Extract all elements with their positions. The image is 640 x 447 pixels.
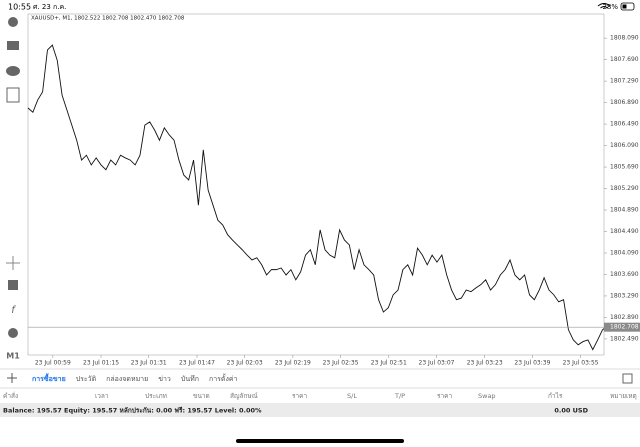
add-button[interactable] <box>7 373 17 383</box>
current-price-box <box>604 322 640 332</box>
y-tick-label: 1805.690 <box>610 164 639 171</box>
chart: 1808.090 1807.690 1807.290 1806.890 1806.490… <box>27 35 640 367</box>
tabs: การซื้อขาย ประวัติ กล่องจดหมาย ข่าว บันทึก กา… <box>32 372 238 383</box>
column-header: กำไร <box>548 392 563 400</box>
y-tick-label: 1806.490 <box>610 121 639 128</box>
x-tick-label: 23 Jul 02:51 <box>371 360 407 367</box>
indicator-icon[interactable] <box>8 280 18 290</box>
home-indicator <box>236 439 404 443</box>
new-chart-icon[interactable] <box>6 87 20 103</box>
x-tick-label: 23 Jul 02:03 <box>227 360 263 367</box>
column-header: ราคา <box>292 392 307 400</box>
y-tick-label: 1808.090 <box>610 35 639 42</box>
y-tick-label: 1803.290 <box>610 292 639 299</box>
column-header: หมายเหตุ <box>610 392 637 400</box>
battery-level <box>622 4 627 9</box>
crosshair-icon[interactable] <box>6 256 20 270</box>
table-header: คำสั่ง เวลา ประเภท ขนาด สัญลักษณ์ ราคา S/L T/P ร… <box>3 391 637 400</box>
x-tick-label: 23 Jul 03:39 <box>514 360 550 367</box>
x-tick-label: 23 Jul 01:31 <box>131 360 167 367</box>
current-price-label: 1802.708 <box>610 324 639 331</box>
tab[interactable]: การตั้งค่า <box>209 372 238 383</box>
y-tick-label: 1805.290 <box>610 185 639 192</box>
y-tick-label: 1804.890 <box>610 207 639 214</box>
trade-icon[interactable] <box>7 41 19 50</box>
summary-profit: 0.00 USD <box>554 407 588 415</box>
y-tick-label: 1806.890 <box>610 99 639 106</box>
y-tick-label: 1807.290 <box>610 78 639 85</box>
price-line <box>27 44 608 351</box>
y-tick-label: 1806.090 <box>610 142 639 149</box>
account-icon[interactable] <box>8 17 18 27</box>
x-tick-label: 23 Jul 01:47 <box>179 360 215 367</box>
tab[interactable]: ประวัติ <box>76 375 97 383</box>
chart-area <box>27 13 605 356</box>
column-header: สัญลักษณ์ <box>230 392 258 400</box>
column-header: ขนาด <box>193 392 210 400</box>
objects-icon[interactable] <box>8 328 18 338</box>
column-header: S/L <box>347 392 357 400</box>
tab[interactable]: กล่องจดหมาย <box>106 375 148 383</box>
summary-bar <box>0 403 640 417</box>
x-tick-label: 23 Jul 02:35 <box>323 360 359 367</box>
battery-icon <box>620 2 635 11</box>
tab[interactable]: บันทึก <box>181 374 199 383</box>
y-tick-label: 1804.490 <box>610 228 639 235</box>
column-header: เวลา <box>95 392 109 400</box>
y-tick-label: 1802.490 <box>610 335 639 342</box>
x-tick-label: 23 Jul 03:23 <box>467 360 503 367</box>
y-tick-label: 1804.090 <box>610 249 639 256</box>
tab[interactable]: ข่าว <box>158 375 171 383</box>
y-tick-label: 1803.690 <box>610 271 639 278</box>
column-header: ราคา <box>437 392 452 400</box>
layout-button[interactable] <box>622 373 633 384</box>
x-tick-label: 23 Jul 01:15 <box>83 360 119 367</box>
timeframe-button[interactable]: M1 <box>6 352 20 361</box>
status-time: 10:55 <box>8 3 31 12</box>
summary-text: Balance: 195.57 Equity: 195.57 หลักประกั… <box>3 407 262 415</box>
column-header: T/P <box>394 392 405 400</box>
x-tick-label: 23 Jul 02:19 <box>275 360 311 367</box>
chart-title: XAUUSD+, M1, 1802.522 1802.708 1802.470 … <box>31 16 185 22</box>
chat-icon[interactable] <box>6 66 20 76</box>
column-header: ประเภท <box>145 392 167 400</box>
y-tick-label: 1802.890 <box>610 314 639 321</box>
status-date: ศ. 23 ก.ค. <box>33 3 66 11</box>
x-tick-label: 23 Jul 00:59 <box>35 360 71 367</box>
tab[interactable]: การซื้อขาย <box>32 372 66 383</box>
function-icon[interactable]: f <box>11 305 16 316</box>
x-tick-label: 23 Jul 03:07 <box>419 360 455 367</box>
status-battery: 28% <box>602 3 618 11</box>
y-tick-label: 1807.690 <box>610 56 639 63</box>
left-toolbar: f <box>6 17 20 338</box>
column-header: Swap <box>478 392 496 400</box>
wifi-icon <box>597 3 611 9</box>
x-tick-label: 23 Jul 03:55 <box>563 360 599 367</box>
column-header: คำสั่ง <box>3 391 18 400</box>
